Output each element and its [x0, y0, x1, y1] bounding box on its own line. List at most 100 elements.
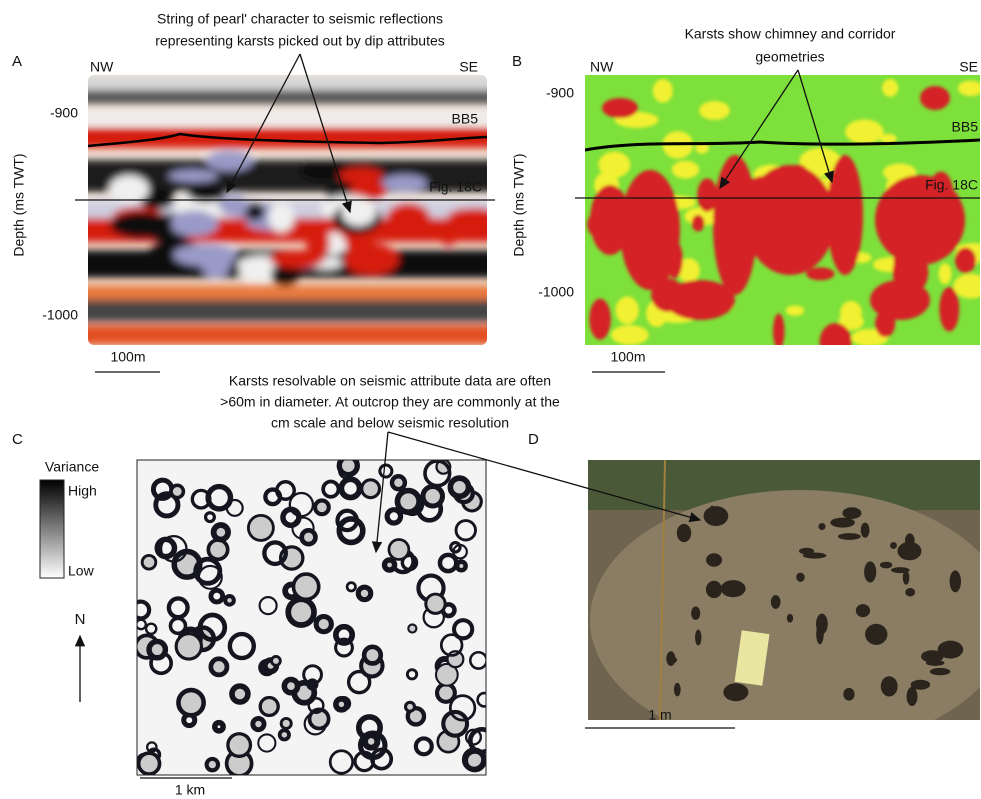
reflection-blob	[110, 212, 173, 238]
colorbar	[40, 480, 64, 578]
reflection-blob	[109, 175, 149, 203]
dissolution-pit	[890, 542, 897, 549]
dissolution-pit	[930, 668, 951, 675]
variance-ring	[149, 641, 165, 657]
karst-blob	[850, 240, 860, 255]
orientation-label: NW	[590, 59, 614, 75]
attribute-blob	[653, 79, 673, 103]
karst-blob	[666, 241, 682, 279]
karst-blob	[939, 287, 959, 332]
annotation: Karsts show chimney and corridor	[685, 26, 896, 42]
reflection-blob	[448, 208, 501, 225]
karst-blob	[602, 98, 638, 118]
attribute-blob	[598, 152, 630, 178]
dissolution-pit	[880, 562, 892, 569]
karst-blob	[820, 323, 852, 361]
karst-blob	[920, 86, 950, 110]
karst-blob	[587, 213, 606, 237]
variance-ring	[232, 686, 248, 702]
section-label: Fig. 18C	[925, 177, 978, 193]
attribute-blob	[615, 297, 638, 325]
annotation: String of pearl' character to seismic re…	[157, 11, 443, 27]
variance-ring	[272, 656, 281, 665]
outcrop-photo	[588, 460, 981, 750]
variance-ring	[288, 599, 314, 625]
variance-ring	[139, 753, 160, 774]
variance-ring	[211, 659, 227, 675]
attribute-blob	[611, 325, 649, 345]
karst-blob	[692, 215, 705, 232]
attribute-blob	[672, 161, 699, 179]
karst-blob	[806, 267, 834, 280]
dissolution-pit	[830, 518, 855, 528]
variance-ring	[339, 457, 357, 475]
karst-blob	[955, 248, 976, 273]
seismic-section-b	[585, 75, 981, 361]
colorbar-label: High	[68, 483, 97, 499]
variance-ring	[457, 562, 466, 571]
dissolution-pit	[861, 523, 870, 538]
page: {"shared_annotation": ["Karsts resolvabl…	[0, 0, 981, 799]
reflection-blob	[269, 250, 324, 268]
variance-ring	[426, 594, 445, 613]
dissolution-pit	[721, 580, 746, 597]
reflection-blob	[344, 243, 399, 275]
depth-label: -1000	[42, 307, 78, 323]
variance-ring	[384, 560, 394, 570]
reflection	[70, 90, 510, 104]
axis-label: Depth (ms TWT)	[11, 153, 27, 256]
figure: A String of pearl' character to seismic …	[0, 0, 981, 799]
variance-map	[132, 457, 493, 776]
variance-ring	[208, 540, 227, 559]
karst-blob	[651, 278, 684, 312]
dissolution-pit	[799, 548, 814, 555]
colorbar-label: Low	[68, 563, 95, 579]
karst-blob	[769, 238, 792, 271]
karst-blob	[875, 310, 895, 337]
reflection	[70, 128, 510, 148]
reflection	[70, 285, 510, 301]
reflection-blob	[382, 175, 428, 192]
dissolution-pit	[843, 688, 854, 701]
karst-blob	[837, 217, 851, 230]
variance-ring	[406, 702, 415, 711]
dissolution-pit	[938, 641, 963, 659]
reflection-blob	[170, 211, 218, 237]
variance-ring	[171, 485, 183, 497]
dissolution-pit	[787, 614, 793, 623]
variance-ring	[397, 491, 419, 513]
panel-label: B	[512, 53, 522, 70]
horizon-label: BB5	[452, 111, 479, 127]
dissolution-pit	[881, 676, 898, 696]
variance-ring	[253, 718, 264, 729]
dissolution-pit	[838, 533, 861, 540]
reflection	[70, 112, 510, 124]
variance-ring	[178, 690, 203, 715]
variance-ring	[392, 476, 405, 489]
orientation-label: SE	[959, 59, 978, 75]
reflection-blob	[438, 221, 459, 246]
reflection	[70, 325, 510, 345]
karst-blob	[723, 210, 753, 222]
scale-label: 1 m	[648, 707, 671, 723]
karst-blob	[893, 250, 929, 295]
reflection-blob	[206, 151, 253, 171]
panel-label: C	[12, 431, 23, 448]
attribute-blob	[699, 101, 730, 120]
variance-ring	[248, 515, 273, 540]
variance-ring	[281, 718, 291, 728]
dissolution-pit	[674, 683, 681, 697]
annotation: cm scale and below seismic resolution	[271, 415, 509, 431]
seismic-section-a	[70, 75, 510, 345]
north-label: N	[75, 611, 86, 628]
dissolution-pit	[668, 657, 677, 663]
annotation: >60m in diameter. At outcrop they are co…	[220, 394, 560, 410]
annotation: geometries	[755, 49, 824, 65]
variance-ring	[364, 647, 381, 664]
dissolution-pit	[818, 523, 825, 530]
dissolution-pit	[796, 573, 804, 582]
variance-ring	[228, 734, 251, 757]
dissolution-pit	[865, 624, 887, 645]
variance-ring	[260, 697, 278, 715]
karst-blob	[827, 155, 863, 275]
